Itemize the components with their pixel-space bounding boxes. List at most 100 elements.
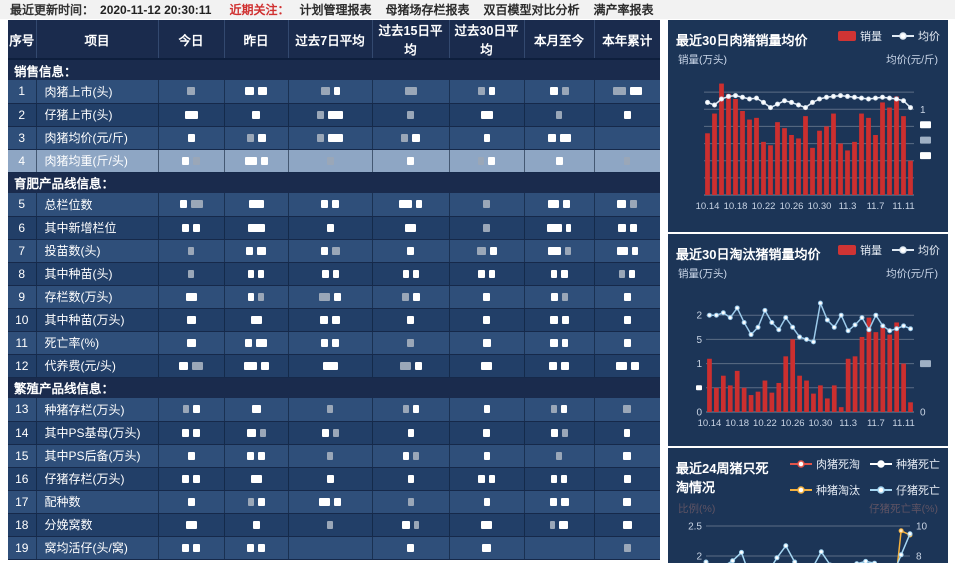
table-row[interactable]: 9 存栏数(万头): [8, 285, 660, 309]
svg-text:1: 1: [696, 359, 702, 370]
topbar-nav-item[interactable]: 母猪场存栏报表: [385, 3, 470, 17]
table-row[interactable]: 7 投苗数(头): [8, 239, 660, 263]
legend-item[interactable]: 种猪死亡: [870, 456, 940, 472]
legend-label: 销量: [860, 31, 882, 43]
svg-text:2.5: 2.5: [688, 522, 702, 533]
table-row[interactable]: 6 其中新增栏位: [8, 216, 660, 240]
row-value-redacted: [158, 421, 225, 445]
row-seq: 12: [8, 354, 37, 378]
chart-panel-cull-sales-price: 最近30日淘汰猪销量均价 销量 均价 销量(万头) 均价(元/斤) 2 5 1 0 0 10.14 1…: [668, 234, 948, 446]
table-row[interactable]: 19 窝均活仔(头/窝): [8, 536, 660, 560]
table-row[interactable]: 10 其中种苗(万头): [8, 308, 660, 332]
table-row[interactable]: 18 分娩窝数: [8, 513, 660, 537]
svg-text:5: 5: [696, 335, 702, 346]
svg-text:1: 1: [920, 105, 926, 116]
row-seq: 5: [8, 193, 37, 217]
column-header: 过去15日平均: [372, 20, 450, 60]
row-value-redacted: [158, 490, 225, 514]
table-row[interactable]: 8 其中种苗(头): [8, 262, 660, 286]
legend-line-marker-icon: [892, 246, 914, 254]
row-value-redacted: [372, 536, 450, 560]
table-row[interactable]: 14 其中PS基母(万头): [8, 421, 660, 445]
chart-panel-death-cull: 最近24周猪只死淘情况 肉猪死淘 种猪死亡 种猪淘汰 仔猪死亡 比例(%) 仔猪死亡率(%)…: [668, 448, 948, 563]
row-seq: 14: [8, 421, 37, 445]
row-label: 配种数: [36, 490, 159, 514]
row-value-redacted: [449, 331, 525, 355]
row-value-redacted: [372, 262, 450, 286]
row-value-redacted: [594, 444, 660, 468]
row-value-redacted: [594, 513, 660, 537]
table-row[interactable]: 13 种猪存栏(万头): [8, 398, 660, 422]
table-row[interactable]: 3 肉猪均价(元/斤): [8, 126, 660, 150]
section-title: 繁殖产品线信息：: [8, 377, 660, 398]
row-value-redacted: [594, 126, 660, 150]
row-value-redacted: [449, 285, 525, 309]
legend-item[interactable]: 种猪淘汰: [790, 482, 860, 498]
chart-legend: 销量 均价: [838, 28, 940, 44]
table-row[interactable]: 2 仔猪上市(头): [8, 103, 660, 127]
table-row[interactable]: 16 仔猪存栏(万头): [8, 467, 660, 491]
topbar-nav-item[interactable]: 计划管理报表: [299, 3, 372, 17]
row-value-redacted: [224, 308, 289, 332]
legend-label: 仔猪死亡: [896, 485, 940, 497]
row-value-redacted: [372, 354, 450, 378]
row-value-redacted: [224, 262, 289, 286]
table-row[interactable]: 11 死亡率(%): [8, 331, 660, 355]
legend-item[interactable]: 仔猪死亡: [870, 482, 940, 498]
chart-title: 最近30日淘汰猪销量均价: [676, 247, 821, 262]
svg-text:10.26: 10.26: [780, 201, 804, 212]
row-value-redacted: [524, 444, 595, 468]
row-value-redacted: [224, 467, 289, 491]
legend-label: 种猪死亡: [896, 459, 940, 471]
legend-item[interactable]: 均价: [892, 242, 940, 258]
column-header: 今日: [158, 20, 225, 60]
row-value-redacted: [224, 193, 289, 217]
row-value-redacted: [158, 467, 225, 491]
row-value-redacted: [158, 103, 225, 127]
topbar-nav-item[interactable]: 满产率报表: [593, 3, 654, 17]
row-value-redacted: [449, 239, 525, 263]
row-value-redacted: [288, 193, 373, 217]
row-value-redacted: [594, 285, 660, 309]
legend-item[interactable]: 均价: [892, 28, 940, 44]
row-label: 仔猪上市(头): [36, 103, 159, 127]
row-value-redacted: [449, 80, 525, 104]
table-row[interactable]: 15 其中PS后备(万头): [8, 444, 660, 468]
table-row[interactable]: 17 配种数: [8, 490, 660, 514]
svg-text:10.26: 10.26: [781, 418, 805, 429]
svg-text:10.22: 10.22: [753, 418, 777, 429]
row-value-redacted: [449, 467, 525, 491]
row-value-redacted: [449, 536, 525, 560]
table-row[interactable]: 4 肉猪均重(斤/头): [8, 149, 660, 173]
y-axis-name-left: 比例(%): [678, 503, 716, 515]
topbar-nav-item[interactable]: 双百模型对比分析: [483, 3, 580, 17]
row-value-redacted: [224, 126, 289, 150]
row-value-redacted: [224, 536, 289, 560]
row-value-redacted: [288, 239, 373, 263]
svg-text:11.3: 11.3: [839, 201, 857, 212]
row-value-redacted: [524, 239, 595, 263]
row-value-redacted: [372, 490, 450, 514]
legend-item[interactable]: 肉猪死淘: [790, 456, 860, 472]
row-value-redacted: [288, 331, 373, 355]
update-time-label: 最近更新时间：: [10, 3, 95, 17]
row-value-redacted: [158, 126, 225, 150]
table-row[interactable]: 12 代养费(元/头): [8, 354, 660, 378]
row-value-redacted: [372, 103, 450, 127]
row-seq: 19: [8, 536, 37, 560]
section-header-row: 繁殖产品线信息：: [8, 377, 660, 398]
legend-item[interactable]: 销量: [838, 242, 882, 258]
row-label: 其中新增栏位: [36, 216, 159, 240]
row-value-redacted: [224, 331, 289, 355]
table-row[interactable]: 1 肉猪上市(头): [8, 80, 660, 104]
legend-item[interactable]: 销量: [838, 28, 882, 44]
row-value-redacted: [288, 490, 373, 514]
table-row[interactable]: 5 总栏位数: [8, 193, 660, 217]
row-label: 存栏数(万头): [36, 285, 159, 309]
svg-text:2: 2: [696, 311, 702, 322]
row-value-redacted: [224, 149, 289, 173]
recent-focus-label: 近期关注：: [229, 3, 290, 17]
update-time-value: 2020-11-12 20:30:11: [100, 2, 212, 17]
svg-text:0: 0: [920, 408, 926, 419]
row-value-redacted: [288, 354, 373, 378]
